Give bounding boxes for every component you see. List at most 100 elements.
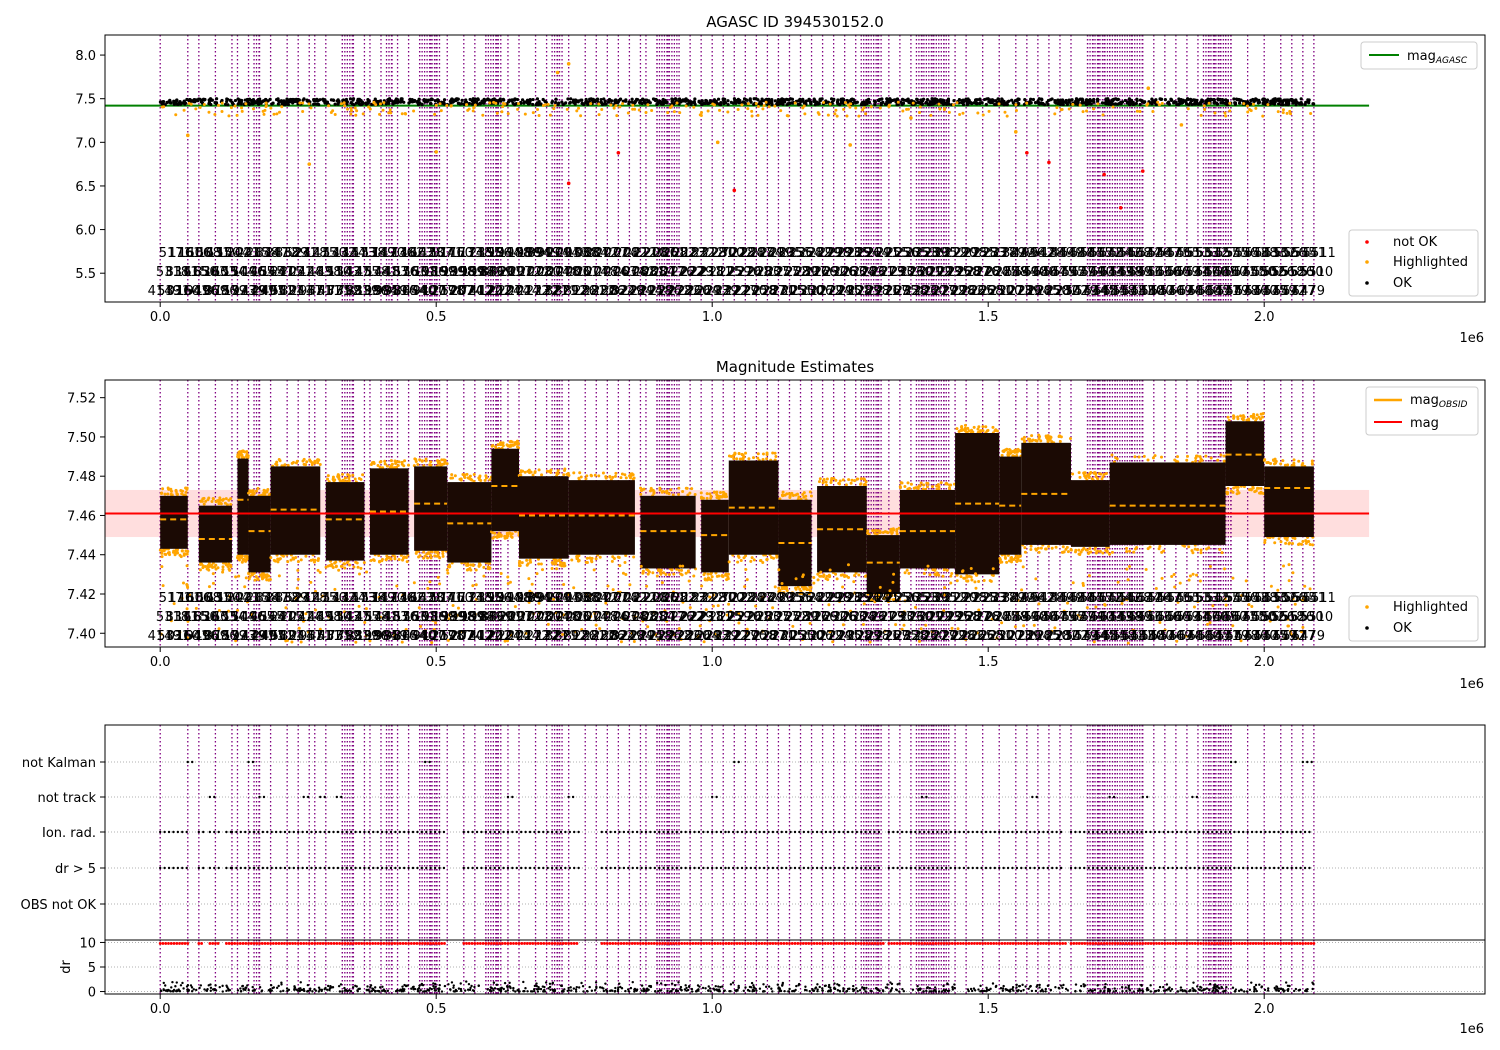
obsid-label: 2231: [690, 265, 723, 280]
ok-point: [594, 98, 598, 102]
panel-agasc-offset-label: 1e6: [1459, 331, 1484, 346]
highlighted-point: [524, 631, 528, 635]
ok-point: [569, 97, 573, 101]
obsid-label: 1554: [213, 265, 246, 280]
obsid-label: 2081: [633, 265, 666, 280]
obsid-label: 2229: [680, 610, 713, 625]
obsid-label: 5431: [1176, 265, 1209, 280]
highlighted-point: [1228, 109, 1232, 113]
highlighted-point: [869, 105, 873, 109]
highlighted-point: [488, 567, 492, 571]
highlighted-point: [1185, 454, 1189, 458]
obsid-label: 1733: [450, 246, 483, 261]
ok-point: [285, 97, 289, 101]
highlighted-point: [614, 104, 618, 108]
highlighted-point: [241, 449, 245, 453]
highlighted-point: [308, 458, 312, 462]
obsid-label: 8311: [165, 610, 198, 625]
obsid-label: 5426: [1138, 591, 1171, 606]
obsid-label: 2305: [895, 591, 928, 606]
ok-point: [1150, 97, 1154, 101]
obsid-label: 1508: [188, 246, 221, 261]
highlighted-point: [572, 586, 576, 590]
obsid-label: 5427: [1062, 265, 1095, 280]
highlighted-point: [736, 108, 740, 112]
highlighted-point: [1301, 625, 1305, 629]
highlighted-point: [1301, 462, 1305, 466]
obsid-label: 2287: [753, 284, 786, 299]
highlighted-point: [853, 591, 857, 595]
highlighted-point: [1085, 606, 1089, 610]
highlighted-point: [307, 162, 312, 166]
obsid-label: 1504: [223, 610, 256, 625]
obsid-label: 1470: [372, 591, 405, 606]
highlighted-point: [614, 471, 618, 475]
obsid-label: 1199: [423, 610, 456, 625]
highlighted-point: [1071, 472, 1075, 476]
highlighted-point: [824, 480, 828, 484]
highlighted-point: [593, 612, 597, 616]
highlighted-point: [1017, 554, 1021, 558]
ok-point: [726, 102, 730, 107]
highlighted-point: [395, 465, 399, 469]
highlighted-point: [1078, 475, 1082, 479]
obsid-label: 1496: [232, 610, 265, 625]
highlighted-point: [852, 580, 856, 584]
ok-point: [394, 99, 399, 103]
ok-point: [433, 99, 437, 103]
ok-point: [824, 99, 828, 103]
obsid-label: 4951: [261, 284, 294, 299]
highlighted-point: [316, 559, 320, 563]
ok-point: [907, 99, 911, 103]
highlighted-point: [1037, 550, 1041, 554]
obsid-label: 5469: [1159, 284, 1192, 299]
highlighted-point: [570, 558, 574, 562]
highlighted-point: [576, 556, 580, 560]
obsid-label: 2289: [915, 246, 948, 261]
ok-point: [506, 100, 511, 104]
obsid-label: 8126: [564, 284, 597, 299]
obsid-label: 2300: [989, 284, 1022, 299]
highlighted-point: [397, 460, 401, 464]
obsid-label: 1988: [498, 246, 531, 261]
highlighted-point: [277, 457, 281, 461]
highlighted-point: [762, 104, 766, 108]
highlighted-point: [781, 493, 785, 497]
highlighted-point: [237, 455, 241, 459]
highlighted-point: [456, 606, 460, 610]
obsid-label: 2267: [876, 284, 909, 299]
obsid-label: 5480: [1024, 610, 1057, 625]
highlighted-point: [220, 110, 224, 114]
obsid-label: 5530: [1291, 265, 1324, 280]
highlighted-point: [1131, 628, 1135, 632]
highlighted-point: [787, 492, 791, 496]
highlighted-point: [201, 566, 205, 570]
highlighted-point: [372, 558, 376, 562]
highlighted-point: [750, 556, 754, 560]
ok-point: [1023, 97, 1027, 102]
ok-point: [535, 97, 540, 101]
highlighted-point: [943, 586, 947, 590]
obsid-label: 2312: [692, 591, 725, 606]
highlighted-point: [1093, 547, 1097, 551]
obsid-label: 2305: [925, 246, 958, 261]
ok-point: [513, 97, 517, 101]
ok-point: [742, 97, 747, 101]
ok-point: [900, 102, 904, 107]
ok-point: [1177, 97, 1181, 101]
highlighted-point: [844, 483, 848, 487]
obsid-label: 8271: [545, 284, 578, 299]
highlighted-point: [499, 572, 503, 576]
highlighted-point: [1245, 104, 1249, 108]
highlighted-point: [1148, 545, 1152, 549]
highlighted-point: [1276, 110, 1280, 114]
ok-point: [511, 101, 515, 105]
ok-point: [1273, 102, 1277, 106]
highlighted-point: [463, 476, 467, 480]
highlighted-point: [943, 108, 947, 112]
highlighted-point: [313, 459, 317, 463]
highlighted-point: [816, 572, 820, 576]
ok-point: [407, 101, 411, 105]
highlighted-point: [671, 590, 675, 594]
highlighted-point: [719, 495, 723, 499]
